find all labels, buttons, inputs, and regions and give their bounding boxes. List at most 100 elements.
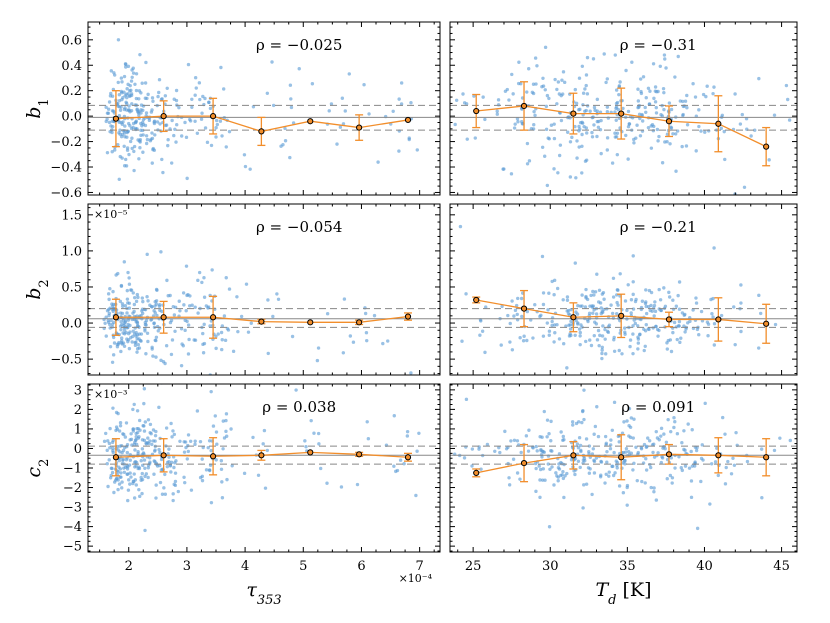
scatter-point: [588, 338, 592, 342]
scatter-point: [697, 333, 701, 337]
scatter-point: [146, 441, 151, 446]
binned-point: [715, 452, 722, 459]
scatter-point: [694, 448, 699, 453]
scatter-point: [222, 436, 227, 440]
scatter-point: [633, 321, 638, 326]
scatter-point: [527, 67, 531, 71]
scatter-point: [534, 82, 538, 86]
scatter-point: [134, 483, 138, 487]
scatter-point: [402, 462, 406, 466]
scatter-point: [617, 484, 622, 488]
scatter-point: [275, 292, 279, 296]
scatter-point: [177, 299, 181, 303]
scatter-point: [605, 77, 610, 81]
scatter-point: [555, 286, 560, 291]
scatter-point: [585, 297, 590, 302]
scatter-point: [164, 426, 169, 430]
scatter-point: [621, 491, 626, 495]
scatter-point: [283, 126, 287, 131]
scatter-point: [629, 298, 634, 302]
scatter-point: [193, 93, 197, 97]
scatter-point: [517, 60, 521, 64]
scatter-point: [644, 468, 649, 472]
scatter-point: [581, 103, 585, 107]
scatter-point: [163, 492, 168, 496]
scatter-point: [550, 465, 554, 469]
scatter-point: [695, 526, 700, 531]
scatter-point: [753, 128, 757, 132]
scatter-point: [540, 254, 545, 259]
scatter-point: [695, 445, 699, 450]
scatter-point: [759, 447, 764, 451]
scatter-point: [559, 93, 563, 98]
scatter-point: [116, 342, 121, 346]
scatter-point: [224, 412, 229, 416]
scatter-point: [134, 437, 138, 442]
scatter-point: [117, 93, 122, 97]
scatter-point: [126, 488, 131, 492]
scatter-point: [600, 356, 604, 361]
scatter-point: [366, 437, 371, 441]
scatter-point: [580, 409, 585, 414]
scatter-point: [294, 388, 298, 392]
scatter-point: [143, 528, 147, 533]
scatter-point: [580, 420, 584, 425]
scatter-point: [659, 426, 664, 431]
scatter-point: [150, 108, 154, 112]
scatter-point: [169, 421, 173, 426]
scatter-point: [603, 337, 607, 341]
scatter-point: [591, 447, 595, 451]
scatter-point: [534, 444, 538, 449]
scatter-point: [495, 112, 499, 116]
scatter-point: [582, 388, 586, 392]
scatter-point: [652, 486, 656, 490]
scatter-point: [206, 306, 210, 310]
scatter-point: [546, 462, 550, 466]
scatter-point: [552, 122, 556, 126]
scatter-point: [731, 456, 735, 460]
scatter-point: [584, 437, 589, 441]
scatter-point: [606, 116, 611, 120]
scatter-point: [623, 462, 627, 466]
scatter-point: [644, 304, 648, 309]
scatter-point: [127, 306, 132, 310]
scatter-point: [120, 486, 124, 490]
panel-r2-c0-plot-area: [88, 384, 440, 533]
scatter-point: [565, 130, 570, 134]
scatter-point: [578, 127, 582, 131]
scatter-point: [141, 120, 145, 125]
scatter-point: [531, 82, 536, 86]
scatter-point: [649, 485, 653, 490]
scatter-point: [659, 460, 664, 465]
scatter-point: [150, 161, 154, 165]
scatter-point: [675, 337, 679, 342]
scatter-point: [122, 432, 126, 437]
scatter-point: [535, 64, 539, 68]
scatter-point: [533, 113, 537, 118]
scatter-point: [671, 330, 675, 335]
scatter-point: [531, 336, 535, 340]
scatter-point: [104, 315, 108, 319]
scatter-point: [110, 149, 114, 154]
scatter-point: [667, 101, 672, 105]
scatter-point: [128, 89, 132, 93]
scatter-point: [617, 348, 621, 353]
binned-point: [520, 305, 528, 312]
scatter-point: [139, 475, 143, 480]
scatter-point: [124, 157, 128, 162]
scatter-point: [271, 314, 275, 319]
scatter-point: [540, 435, 544, 439]
binned-point: [160, 314, 167, 321]
scatter-point: [688, 319, 692, 324]
scatter-point: [312, 431, 316, 435]
scatter-point: [137, 487, 141, 492]
scatter-point: [582, 417, 586, 422]
scatter-point: [527, 159, 532, 163]
binned-point: [715, 120, 722, 127]
scatter-point: [495, 109, 499, 113]
scatter-point: [739, 283, 743, 287]
scatter-point: [119, 327, 123, 332]
scatter-point: [121, 341, 126, 345]
scatter-point: [541, 302, 546, 307]
